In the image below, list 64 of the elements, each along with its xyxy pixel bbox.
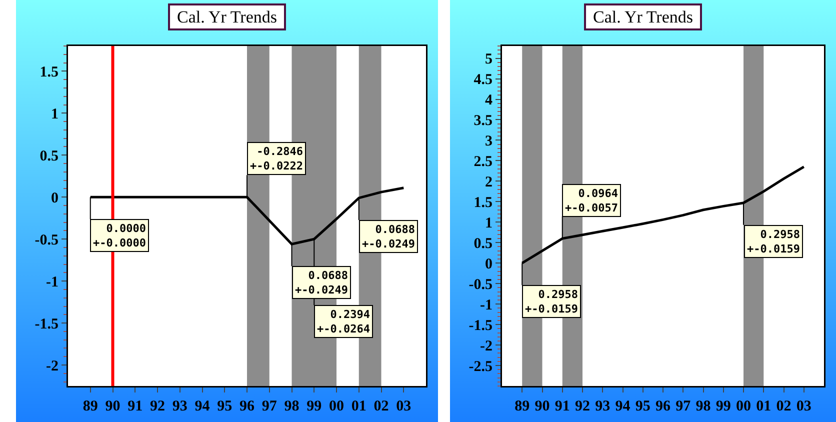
chart-title: Cal. Yr Trends (593, 7, 693, 26)
y-tick-label: 3 (485, 133, 492, 150)
y-tick-label: -2 (46, 358, 58, 374)
x-tick-label: 92 (150, 398, 165, 414)
y-tick-label: 3.5 (474, 112, 492, 129)
x-tick-label: 93 (172, 398, 188, 414)
x-tick-label: 91 (554, 398, 570, 414)
x-tick-label: 89 (514, 398, 530, 414)
annotation: 0.0964 +-0.0057 (565, 187, 618, 214)
x-tick-label: 03 (396, 398, 412, 414)
x-tick-label: 93 (595, 398, 610, 414)
x-tick-label: 00 (329, 398, 344, 414)
annotation: 0.2958 +-0.0159 (747, 228, 800, 256)
x-tick-label: 91 (128, 398, 143, 414)
x-tick-label: 90 (105, 398, 120, 414)
y-tick-label: -2 (480, 338, 492, 354)
y-tick-label: 0.5 (474, 236, 492, 252)
y-tick-label: -2.5 (468, 358, 492, 375)
y-tick-label: 5 (485, 52, 492, 68)
y-tick-label: -1 (480, 297, 492, 314)
annotation: 0.0000 +-0.0000 (93, 222, 146, 250)
annotation: 0.2394 +-0.0264 (317, 308, 370, 336)
y-tick-label: 2.5 (474, 154, 492, 170)
y-tick-label: -1 (46, 274, 58, 290)
x-tick-label: 97 (676, 398, 692, 414)
x-tick-label: 00 (736, 398, 751, 414)
x-tick-label: 03 (796, 398, 812, 414)
x-tick-label: 99 (306, 398, 322, 414)
x-tick-label: 99 (716, 398, 731, 414)
x-tick-label: 98 (696, 398, 711, 414)
x-tick-label: 94 (615, 398, 631, 414)
x-tick-label: 90 (534, 398, 550, 414)
y-tick-label: -1.5 (34, 316, 58, 332)
x-tick-label: 96 (240, 398, 255, 414)
annotation: 0.2958 +-0.0159 (525, 288, 578, 316)
x-tick-label: 97 (262, 398, 278, 414)
annotation: 0.0688 +-0.0249 (362, 223, 415, 250)
y-tick-label: 0 (485, 256, 492, 272)
x-tick-label: 02 (374, 398, 389, 414)
x-tick-label: 95 (635, 398, 650, 414)
annotation: -0.2846 +-0.0222 (250, 145, 304, 172)
y-tick-label: 1.5 (474, 194, 492, 211)
y-tick-label: 0 (51, 190, 58, 206)
x-tick-label: 01 (756, 398, 772, 414)
x-tick-label: 92 (575, 398, 590, 414)
y-tick-label: 1 (485, 215, 492, 232)
y-tick-label: -0.5 (468, 276, 492, 293)
y-tick-label: 1.5 (40, 64, 58, 80)
x-tick-label: 95 (217, 398, 232, 414)
x-tick-label: 94 (194, 398, 210, 414)
y-tick-label: -0.5 (34, 232, 58, 248)
x-tick-label: 01 (351, 398, 366, 414)
y-tick-label: 4.5 (474, 72, 492, 88)
x-tick-label: 89 (82, 398, 98, 414)
x-tick-label: 02 (776, 398, 792, 414)
y-tick-label: -1.5 (468, 318, 492, 334)
y-tick-label: 1 (51, 106, 58, 122)
annotation: 0.0688 +-0.0249 (295, 269, 348, 296)
y-tick-label: 2 (485, 174, 492, 190)
y-tick-label: 4 (485, 92, 493, 108)
x-tick-label: 96 (656, 398, 671, 414)
x-tick-label: 98 (284, 398, 300, 414)
chart-title: Cal. Yr Trends (177, 7, 277, 26)
y-tick-label: 0.5 (40, 148, 58, 164)
